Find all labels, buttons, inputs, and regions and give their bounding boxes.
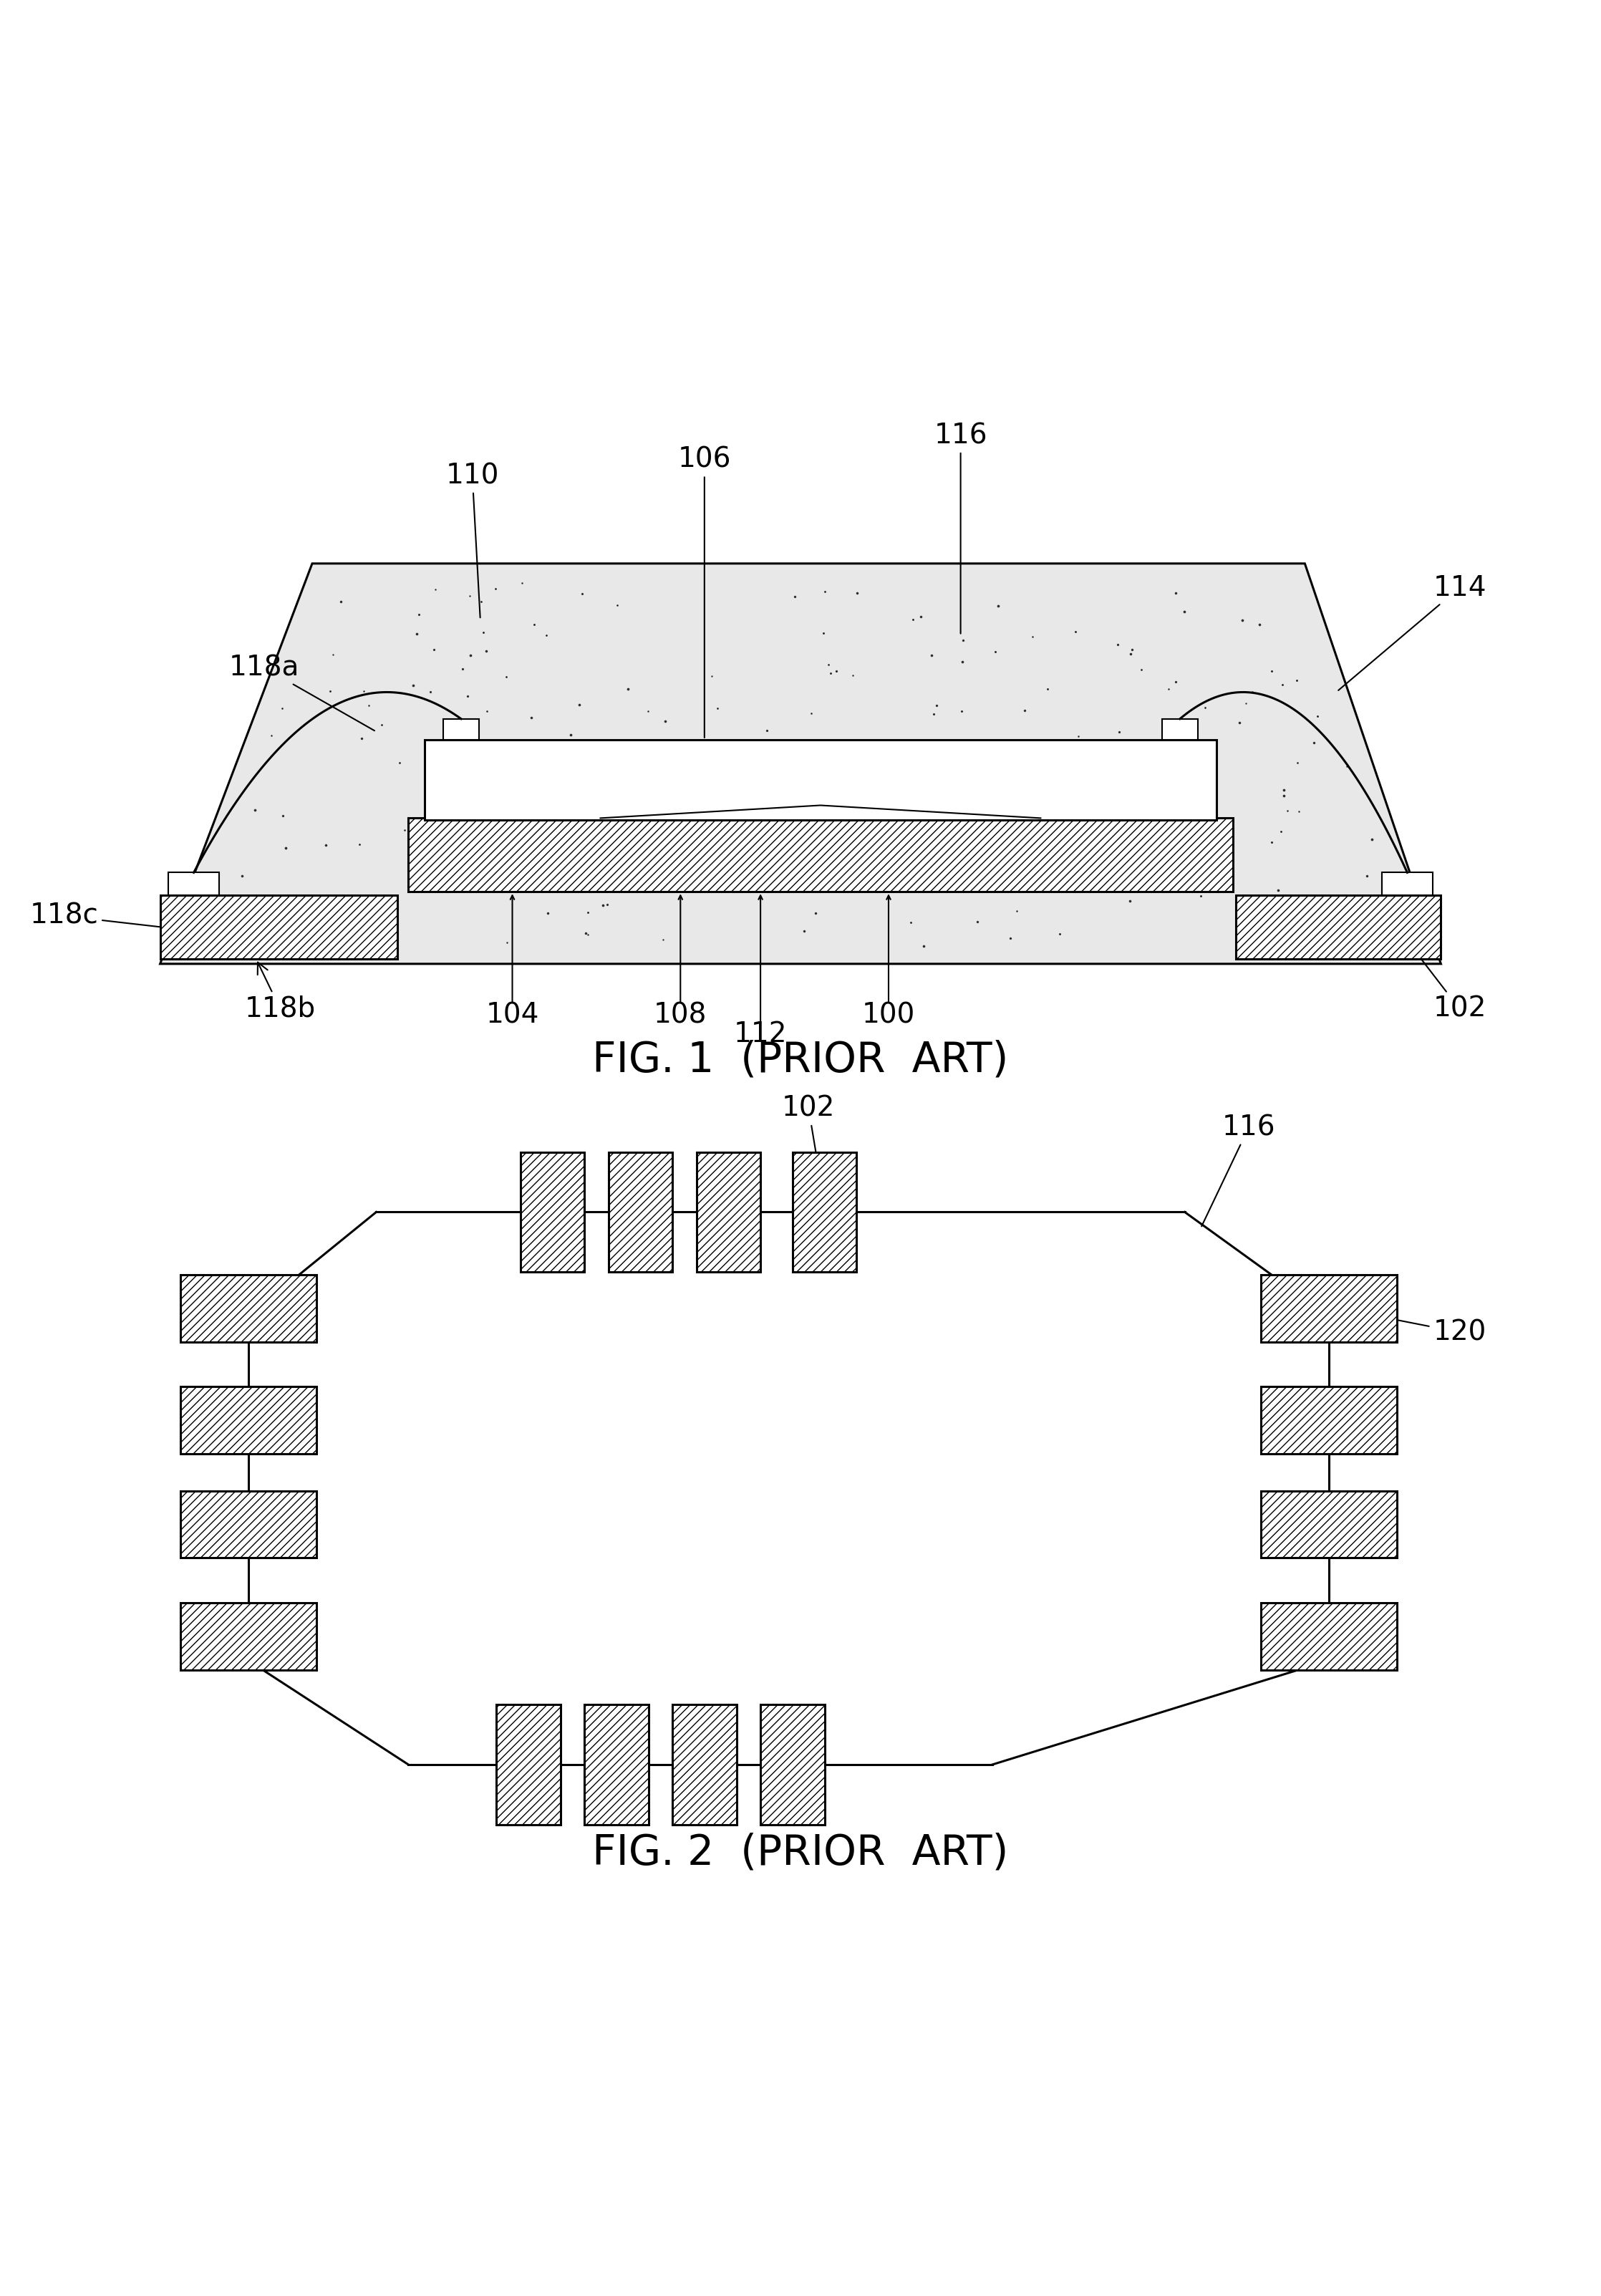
Bar xyxy=(696,1153,760,1272)
Bar xyxy=(1262,1490,1396,1559)
Text: 100: 100 xyxy=(861,1001,916,1029)
Bar xyxy=(760,1704,825,1825)
Polygon shape xyxy=(160,563,1441,964)
Text: 102: 102 xyxy=(1410,944,1486,1022)
Bar xyxy=(672,1704,736,1825)
Text: FIG. 1  (PRIOR  ART): FIG. 1 (PRIOR ART) xyxy=(592,1040,1009,1081)
Text: 120: 120 xyxy=(1340,1306,1486,1345)
Bar xyxy=(496,1704,560,1825)
Text: 118a: 118a xyxy=(229,654,375,730)
Bar xyxy=(1262,1603,1396,1669)
Text: FIG. 2  (PRIOR  ART): FIG. 2 (PRIOR ART) xyxy=(592,1832,1009,1874)
Bar xyxy=(408,817,1233,891)
Bar xyxy=(160,895,397,960)
Bar xyxy=(1162,719,1198,739)
Bar xyxy=(1382,872,1433,895)
Text: 104: 104 xyxy=(485,1001,540,1029)
Text: 110: 110 xyxy=(445,461,500,618)
Text: 118c: 118c xyxy=(30,902,186,934)
Text: 106: 106 xyxy=(677,445,732,737)
Bar xyxy=(424,739,1217,820)
Text: 116: 116 xyxy=(1202,1114,1276,1226)
Bar xyxy=(443,719,479,739)
Bar xyxy=(792,1153,857,1272)
Text: 112: 112 xyxy=(733,1022,788,1047)
Text: 108: 108 xyxy=(653,1001,708,1029)
Bar xyxy=(179,1603,317,1669)
Text: 116: 116 xyxy=(933,422,988,634)
Text: 118b: 118b xyxy=(245,962,315,1022)
Bar xyxy=(520,1153,584,1272)
Text: 102: 102 xyxy=(781,1095,836,1203)
Text: 114: 114 xyxy=(1338,574,1486,691)
Bar xyxy=(168,872,219,895)
Bar xyxy=(179,1274,317,1341)
Bar xyxy=(1262,1387,1396,1453)
Bar xyxy=(584,1704,648,1825)
Bar xyxy=(179,1387,317,1453)
Bar xyxy=(179,1490,317,1559)
Bar xyxy=(1262,1274,1396,1341)
Bar xyxy=(1236,895,1441,960)
Bar xyxy=(608,1153,672,1272)
